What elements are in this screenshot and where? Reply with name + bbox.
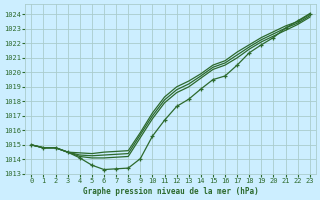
X-axis label: Graphe pression niveau de la mer (hPa): Graphe pression niveau de la mer (hPa) (83, 187, 259, 196)
